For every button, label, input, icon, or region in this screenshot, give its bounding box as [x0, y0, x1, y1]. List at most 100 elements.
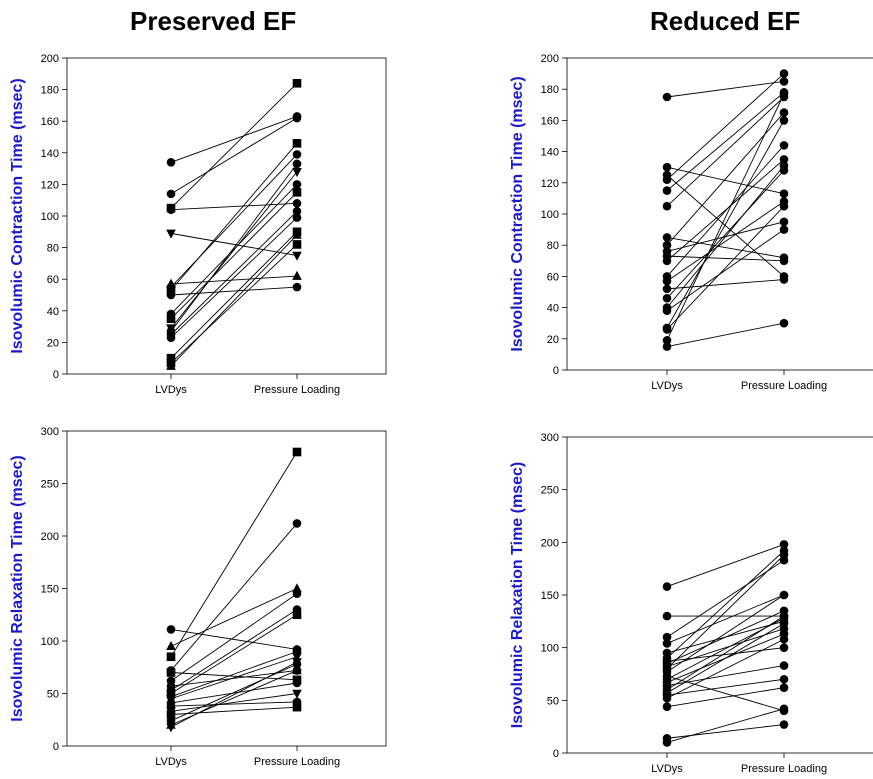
data-point-pressure-loading — [292, 678, 302, 688]
data-point-pressure-loading — [292, 251, 302, 261]
plot-frame — [66, 57, 387, 375]
data-point-lvdys — [662, 293, 672, 303]
y-tick-label: 0 — [553, 748, 559, 760]
data-point-pressure-loading — [292, 199, 302, 208]
series-line — [666, 120, 785, 329]
data-point-lvdys — [166, 360, 176, 370]
data-point-pressure-loading — [779, 108, 789, 117]
series-line — [666, 687, 785, 708]
x-tick-label: LVDys — [651, 380, 683, 392]
data-point-lvdys — [166, 189, 176, 199]
y-tick-label: 0 — [53, 741, 59, 753]
data-point-lvdys — [166, 723, 176, 733]
chart-panel-bottom-right: 0 50 100 150 200 250 300 LVDys Pressure Loading I… — [509, 432, 873, 775]
y-tick-label: 20 — [47, 337, 59, 349]
series-line — [666, 170, 785, 299]
series-line — [666, 678, 785, 696]
data-point-lvdys — [662, 92, 672, 102]
data-point-lvdys — [166, 652, 176, 662]
series-line — [666, 91, 785, 191]
series-line — [170, 706, 298, 715]
series-line — [666, 73, 785, 181]
y-tick-label: 200 — [41, 53, 59, 65]
title-reduced-ef: Reduced EF — [650, 6, 801, 36]
data-point-lvdys — [662, 336, 672, 345]
data-point-lvdys — [662, 582, 672, 591]
series-line — [666, 647, 785, 662]
series-line — [170, 234, 298, 367]
y-tick-label: 160 — [41, 116, 59, 128]
y-tick-label: 0 — [553, 365, 559, 377]
series-line — [666, 93, 785, 341]
y-tick-label: 250 — [41, 479, 59, 491]
data-point-lvdys — [166, 205, 176, 214]
series-line — [170, 82, 298, 209]
y-axis-label: Isovolumic Contraction Time (msec) — [9, 78, 26, 353]
y-tick-label: 60 — [547, 271, 559, 283]
series-line — [666, 229, 785, 312]
data-point-lvdys — [166, 285, 176, 295]
series-line — [666, 279, 785, 290]
series-line — [170, 672, 298, 681]
x-tick-label: LVDys — [651, 763, 683, 775]
series-line — [666, 80, 785, 98]
data-point-pressure-loading — [779, 217, 789, 227]
data-point-pressure-loading — [292, 188, 302, 197]
data-point-lvdys — [166, 668, 176, 677]
y-tick-label: 20 — [547, 334, 559, 346]
data-point-lvdys — [166, 625, 176, 634]
series-line — [170, 232, 298, 256]
series-line — [170, 523, 298, 671]
y-tick-label: 200 — [541, 53, 559, 65]
data-point-pressure-loading — [292, 589, 302, 599]
data-point-pressure-loading — [779, 318, 789, 328]
series-line — [170, 451, 298, 657]
series-line — [170, 202, 298, 211]
data-point-pressure-loading — [292, 610, 302, 620]
series-line — [170, 184, 298, 315]
plot-frame — [566, 436, 873, 754]
series-line — [666, 174, 785, 277]
data-point-lvdys — [662, 342, 672, 351]
y-tick-label: 140 — [41, 148, 59, 160]
data-point-lvdys — [166, 353, 176, 363]
data-point-lvdys — [662, 162, 672, 172]
data-point-pressure-loading — [292, 447, 302, 457]
data-point-pressure-loading — [779, 201, 789, 211]
series-line — [666, 665, 785, 687]
series-line — [666, 201, 785, 282]
series-line — [170, 614, 298, 694]
data-point-lvdys — [166, 333, 176, 342]
data-point-pressure-loading — [292, 229, 302, 239]
series-line — [666, 255, 785, 262]
series-line — [170, 651, 298, 698]
data-point-pressure-loading — [292, 519, 302, 528]
data-point-pressure-loading — [779, 634, 789, 644]
data-point-pressure-loading — [779, 611, 789, 621]
series-line — [170, 244, 298, 364]
data-point-pressure-loading — [779, 643, 789, 652]
y-tick-label: 80 — [547, 240, 559, 252]
data-point-pressure-loading — [292, 240, 302, 249]
data-point-pressure-loading — [779, 275, 789, 284]
data-point-pressure-loading — [779, 550, 789, 560]
y-tick-label: 140 — [541, 147, 559, 159]
data-point-pressure-loading — [292, 213, 302, 222]
data-point-pressure-loading — [779, 256, 789, 266]
series-line — [170, 191, 298, 320]
y-tick-label: 120 — [41, 179, 59, 191]
series-line — [666, 638, 785, 699]
series-line — [170, 656, 298, 700]
data-point-pressure-loading — [779, 704, 789, 714]
data-point-lvdys — [662, 201, 672, 211]
y-tick-label: 0 — [53, 369, 59, 381]
y-tick-label: 300 — [541, 432, 559, 444]
x-tick-label: Pressure Loading — [254, 756, 340, 768]
series-line — [666, 205, 785, 330]
y-tick-label: 150 — [541, 590, 559, 602]
data-point-pressure-loading — [779, 77, 789, 86]
data-point-pressure-loading — [779, 590, 789, 600]
x-tick-label: Pressure Loading — [741, 380, 827, 392]
series-line — [170, 231, 298, 359]
